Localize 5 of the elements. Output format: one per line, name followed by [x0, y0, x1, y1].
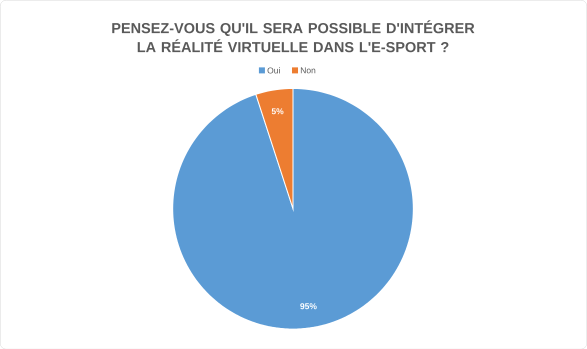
legend-label: Oui: [268, 67, 280, 74]
data-label: 95%: [300, 303, 317, 310]
legend-label: Non: [300, 67, 316, 74]
chart-title: PENSEZ-VOUS QU'IL SERA POSSIBLE D'INTÉGRER LA RÉALITÉ VIRTUELLE DANS L'E-SPORT ?: [112, 20, 474, 52]
data-label: 5%: [272, 108, 284, 114]
